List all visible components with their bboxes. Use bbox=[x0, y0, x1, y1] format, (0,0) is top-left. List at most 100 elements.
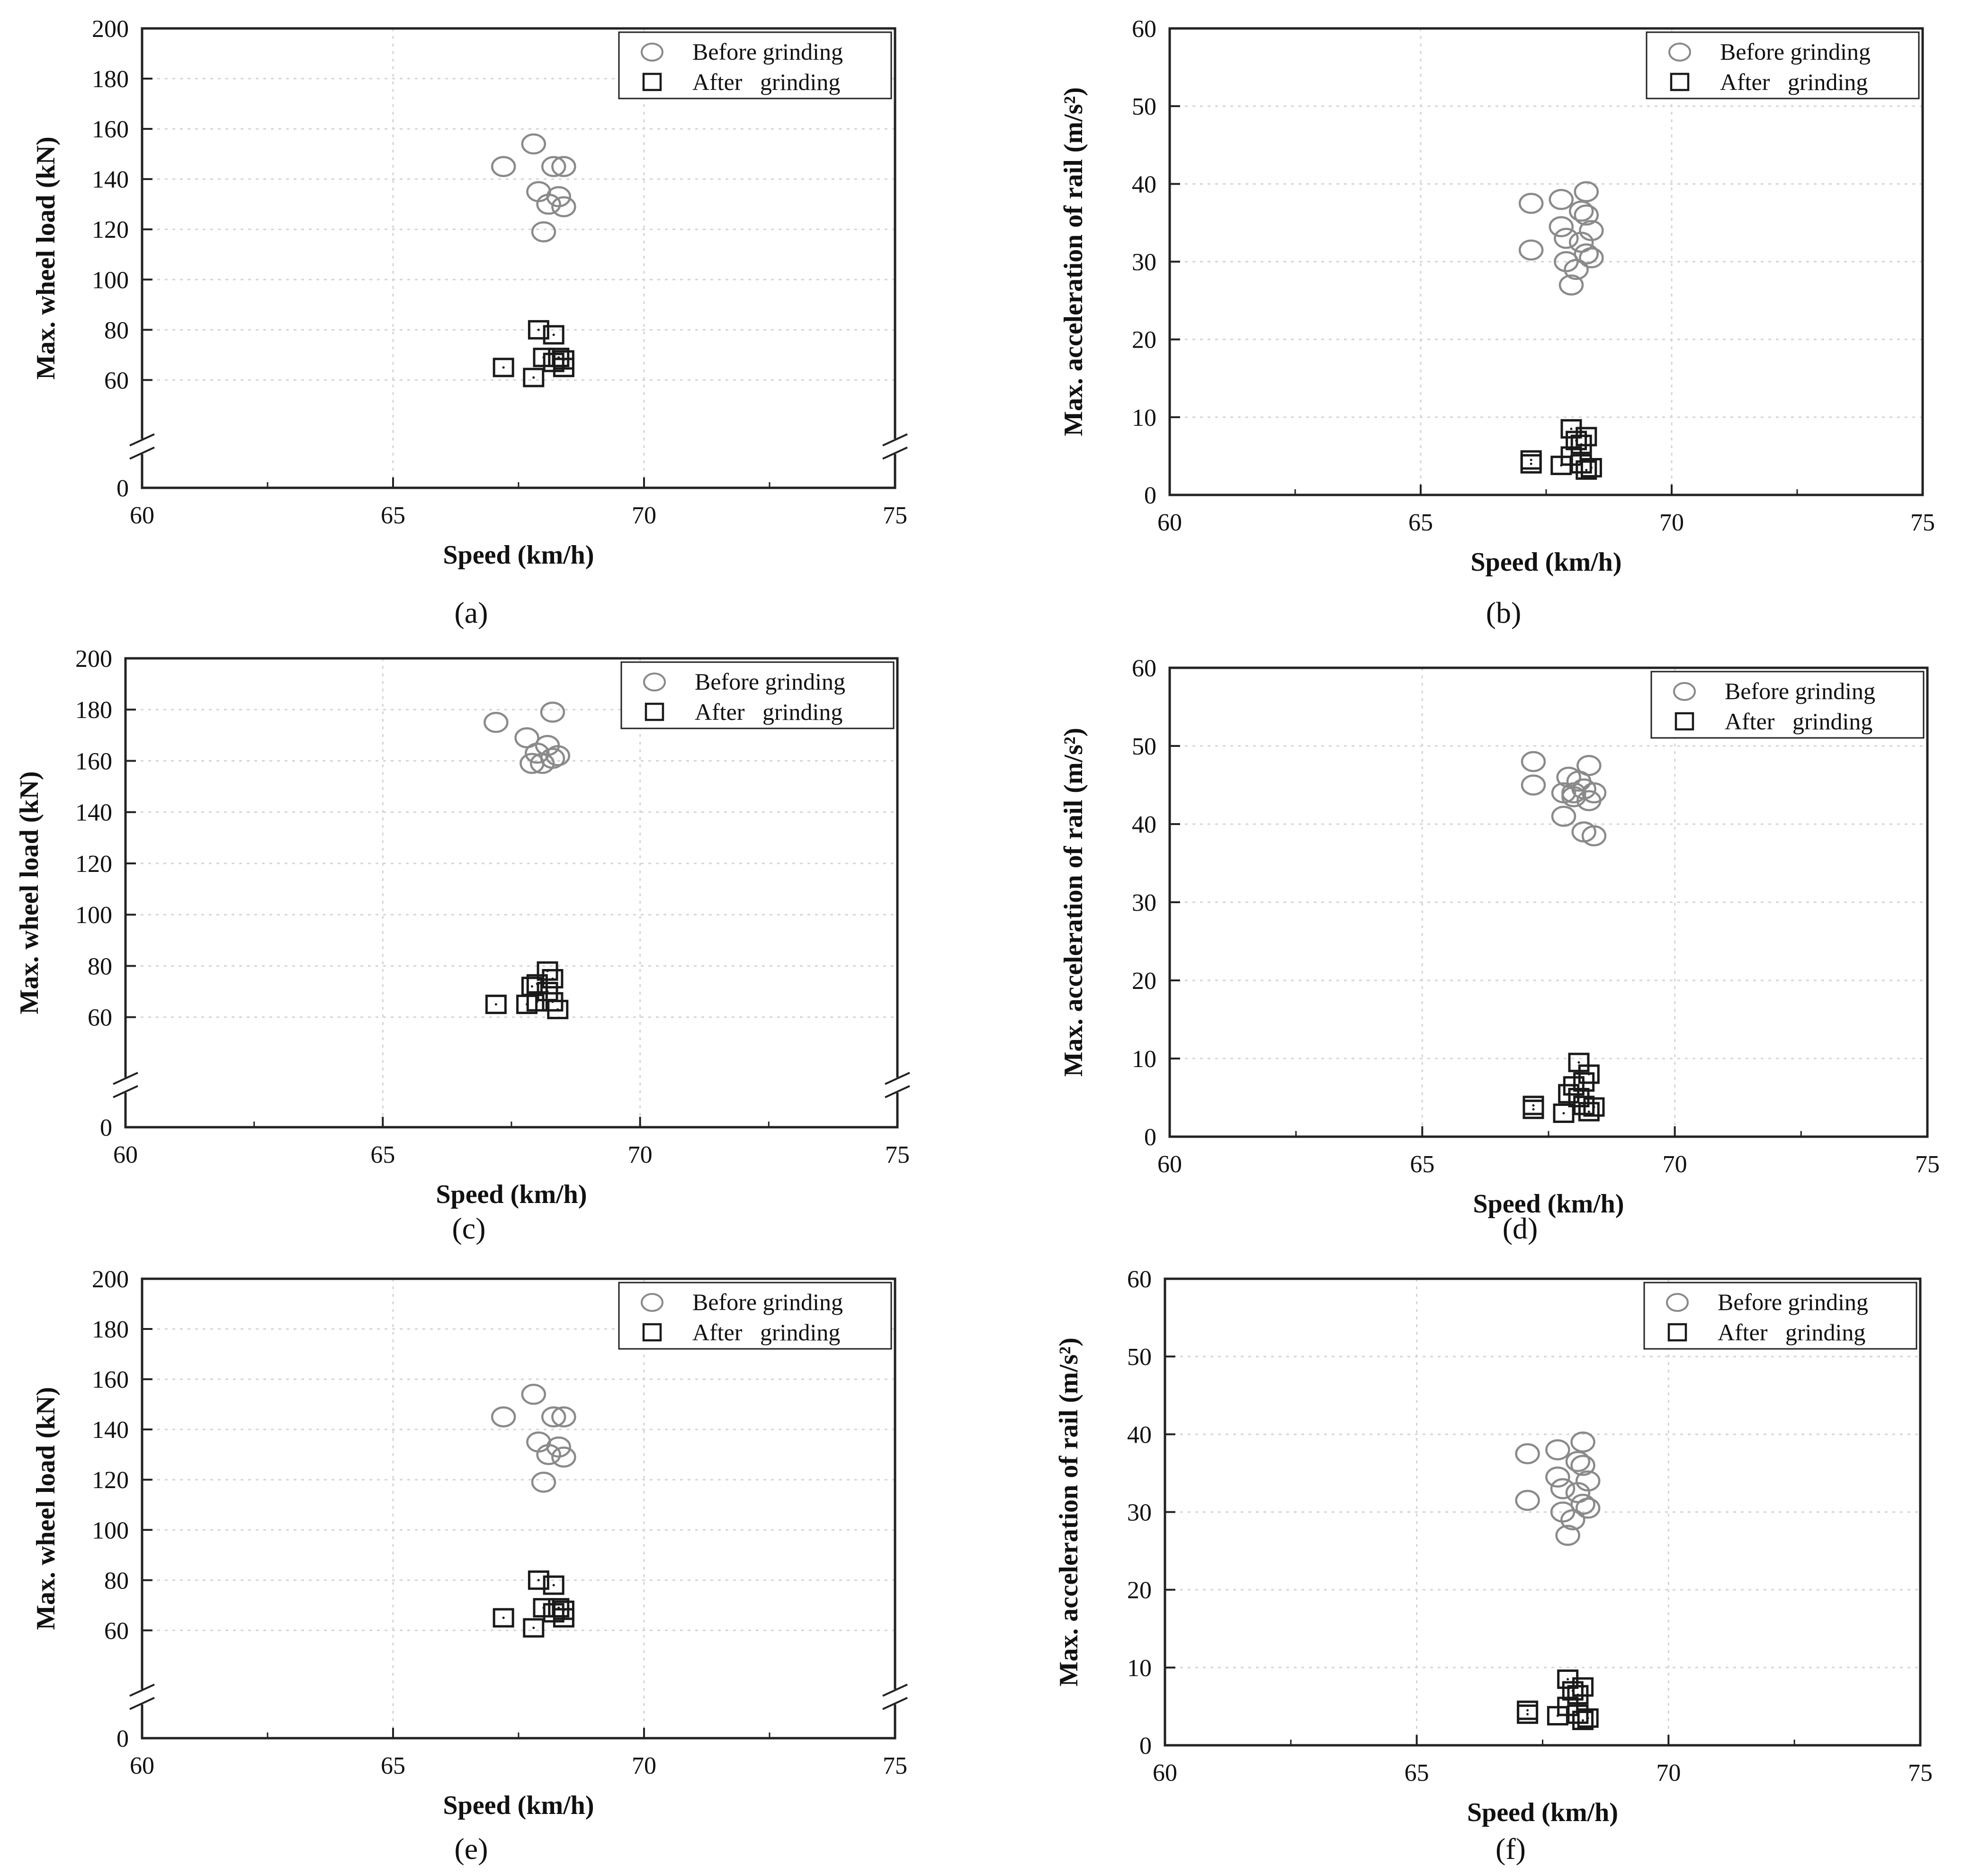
panel-caption: (d) bbox=[1503, 1212, 1538, 1245]
panel-caption: (b) bbox=[1486, 596, 1522, 629]
data-point-after bbox=[1576, 460, 1597, 480]
data-point-after bbox=[492, 358, 514, 377]
data-point-before bbox=[536, 193, 561, 215]
data-point-after-dot bbox=[1580, 443, 1583, 446]
y-tick-label: 10 bbox=[1127, 1655, 1152, 1682]
data-point-after bbox=[528, 320, 549, 340]
axis-break-gap bbox=[883, 439, 907, 454]
data-point-after-dot bbox=[1562, 1112, 1565, 1114]
x-tick-label: 75 bbox=[883, 502, 907, 529]
legend-label-before: Before grinding bbox=[1718, 1289, 1868, 1315]
data-point-before bbox=[1515, 1490, 1540, 1511]
y-tick-label: 100 bbox=[92, 267, 129, 294]
data-point-after bbox=[526, 992, 548, 1012]
data-point-after-dot bbox=[1575, 439, 1578, 442]
data-point-before bbox=[545, 745, 571, 766]
data-point-before bbox=[491, 156, 516, 177]
data-point-before bbox=[1549, 216, 1574, 237]
legend-marker-after bbox=[1667, 1323, 1687, 1342]
y-tick-label: 80 bbox=[104, 1567, 129, 1594]
y-tick-label: 200 bbox=[75, 646, 112, 673]
data-point-before bbox=[521, 133, 546, 155]
y-tick-label: 60 bbox=[88, 1005, 112, 1032]
y-tick-label: 10 bbox=[1132, 404, 1156, 431]
y-tick-label: 80 bbox=[104, 317, 129, 344]
x-tick-label: 70 bbox=[1656, 1759, 1681, 1786]
x-axis-title: Speed (km/h) bbox=[1473, 1189, 1624, 1219]
data-point-before bbox=[491, 1406, 516, 1427]
data-point-after-dot bbox=[1532, 1104, 1535, 1107]
data-point-after-dot bbox=[556, 1008, 559, 1011]
data-point-before bbox=[541, 1406, 566, 1427]
data-point-after-dot bbox=[1570, 455, 1573, 458]
y-axis-title: Max. wheel load (kN) bbox=[15, 771, 44, 1014]
data-point-before bbox=[1574, 204, 1599, 226]
x-tick-label: 70 bbox=[1659, 509, 1684, 536]
axis-break-mark bbox=[113, 1072, 138, 1085]
data-point-after bbox=[528, 1570, 549, 1590]
data-point-before bbox=[1581, 825, 1607, 846]
data-point-after bbox=[1517, 1700, 1539, 1720]
x-tick-label: 75 bbox=[883, 1752, 907, 1779]
y-axis-title: Max. acceleration of rail (m/s²) bbox=[1059, 728, 1088, 1077]
y-tick-label: 30 bbox=[1127, 1499, 1152, 1526]
y-tick-label: 30 bbox=[1132, 889, 1156, 916]
x-tick-label: 75 bbox=[1908, 1759, 1933, 1786]
x-tick-label: 60 bbox=[130, 1752, 154, 1779]
data-point-before bbox=[546, 186, 572, 207]
axis-break-gap bbox=[130, 439, 154, 454]
data-point-after bbox=[1572, 1710, 1594, 1730]
data-point-before bbox=[1518, 239, 1544, 261]
y-tick-label: 0 bbox=[116, 475, 129, 502]
y-tick-label: 200 bbox=[92, 1266, 129, 1293]
data-point-after bbox=[548, 348, 570, 368]
data-point-after bbox=[492, 1608, 514, 1628]
data-point-before bbox=[1551, 806, 1576, 827]
data-point-before bbox=[1549, 188, 1574, 210]
data-point-after-dot bbox=[1577, 1061, 1580, 1064]
data-point-after bbox=[543, 1575, 564, 1595]
legend-box bbox=[618, 31, 892, 99]
legend-label-after: After grinding bbox=[1718, 1319, 1865, 1346]
y-tick-label: 60 bbox=[1132, 16, 1156, 43]
data-point-after-dot bbox=[530, 985, 533, 988]
panel-caption: (e) bbox=[454, 1832, 488, 1866]
y-axis-title: Max. wheel load (kN) bbox=[31, 136, 61, 379]
data-point-after-dot bbox=[1582, 1719, 1585, 1722]
legend-box bbox=[620, 661, 895, 729]
data-point-after-dot bbox=[494, 1003, 497, 1006]
data-point-after bbox=[1520, 450, 1542, 470]
legend-label-before: Before grinding bbox=[1720, 38, 1871, 65]
data-point-before bbox=[484, 712, 509, 733]
y-tick-label: 100 bbox=[92, 1517, 129, 1544]
axis-break-mark bbox=[129, 1683, 155, 1697]
x-tick-label: 75 bbox=[1910, 509, 1935, 536]
x-tick-label: 65 bbox=[1405, 1759, 1429, 1786]
data-point-before bbox=[1550, 1478, 1576, 1499]
data-point-after-dot bbox=[552, 333, 555, 336]
y-tick-label: 60 bbox=[104, 1617, 129, 1644]
legend-marker-before bbox=[641, 1293, 663, 1312]
y-tick-label: 40 bbox=[1127, 1421, 1152, 1448]
legend-marker-after bbox=[642, 72, 662, 91]
data-point-before bbox=[1515, 1443, 1540, 1464]
legend-marker-after bbox=[645, 702, 664, 721]
y-tick-label: 120 bbox=[75, 851, 112, 878]
data-point-after-dot bbox=[1585, 468, 1588, 471]
axis-break-gap bbox=[130, 1689, 154, 1705]
legend-label-after: After grinding bbox=[1720, 69, 1868, 95]
legend: Before grinding After grinding bbox=[1643, 1282, 1917, 1350]
data-point-after bbox=[543, 325, 564, 345]
x-tick-label: 75 bbox=[1915, 1151, 1940, 1178]
legend-label-after: After grinding bbox=[695, 699, 842, 725]
axis-break-mark bbox=[882, 433, 908, 447]
data-point-after bbox=[1566, 431, 1587, 450]
data-point-before bbox=[540, 701, 565, 723]
y-tick-label: 160 bbox=[92, 1366, 129, 1393]
data-point-after-dot bbox=[562, 366, 565, 369]
data-point-after bbox=[1568, 1088, 1590, 1107]
data-point-before bbox=[1545, 1466, 1570, 1488]
x-tick-label: 70 bbox=[632, 1752, 656, 1779]
